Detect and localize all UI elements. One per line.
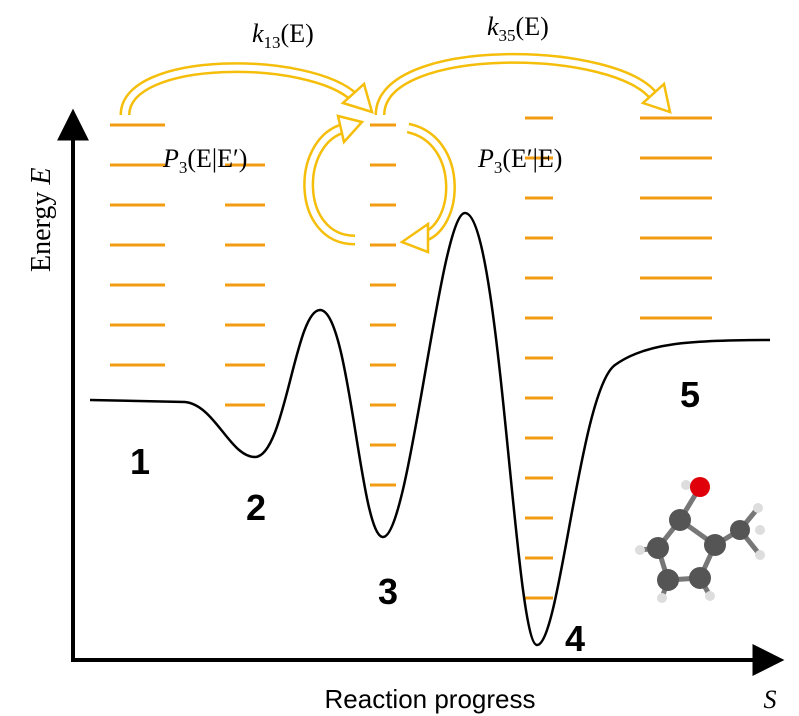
label-part: (E′|E) xyxy=(502,144,562,173)
molecule xyxy=(635,477,765,603)
diagram: k13(E) k35(E) P3(E|E′) P3(E′|E) Energy E… xyxy=(0,0,799,716)
arrow-down-to-up xyxy=(309,116,362,240)
label-part: Energy xyxy=(26,192,57,272)
well-label: 4 xyxy=(565,618,585,659)
y-axis-label: Energy E xyxy=(26,168,57,272)
x-axis-symbol: S xyxy=(764,685,777,714)
well-4-levels xyxy=(525,118,553,598)
label-part: k xyxy=(487,12,499,41)
label-part: P xyxy=(477,144,494,173)
arrow-up-to-down xyxy=(402,128,450,252)
energy-levels xyxy=(110,118,712,598)
label-part: 3 xyxy=(494,158,503,177)
label-part: (E|E′) xyxy=(187,144,247,173)
well-label: 3 xyxy=(378,571,398,612)
arrow-1-to-3 xyxy=(125,68,372,115)
rate-label: k35(E) xyxy=(487,12,549,45)
x-axis-label: Reaction progress xyxy=(325,684,536,714)
well-label: 1 xyxy=(130,441,150,482)
well-1-levels xyxy=(110,125,165,365)
label-part: (E) xyxy=(281,19,314,48)
probability-label: P3(E′|E) xyxy=(477,144,562,177)
well-label: 2 xyxy=(246,487,266,528)
well-2-levels xyxy=(225,165,265,405)
well-5-levels xyxy=(640,118,712,318)
probability-label: P3(E|E′) xyxy=(162,144,247,177)
well-3-levels xyxy=(370,125,396,485)
label-part: E xyxy=(26,168,57,186)
well-label: 5 xyxy=(680,374,700,415)
arrow-3-to-5 xyxy=(380,58,670,115)
label-part: 3 xyxy=(179,158,188,177)
label-part: 13 xyxy=(264,33,281,52)
label-part: 35 xyxy=(499,26,516,45)
label-part: k xyxy=(252,19,264,48)
rate-label: k13(E) xyxy=(252,19,314,52)
label-part: (E) xyxy=(516,12,549,41)
label-part: P xyxy=(162,144,179,173)
